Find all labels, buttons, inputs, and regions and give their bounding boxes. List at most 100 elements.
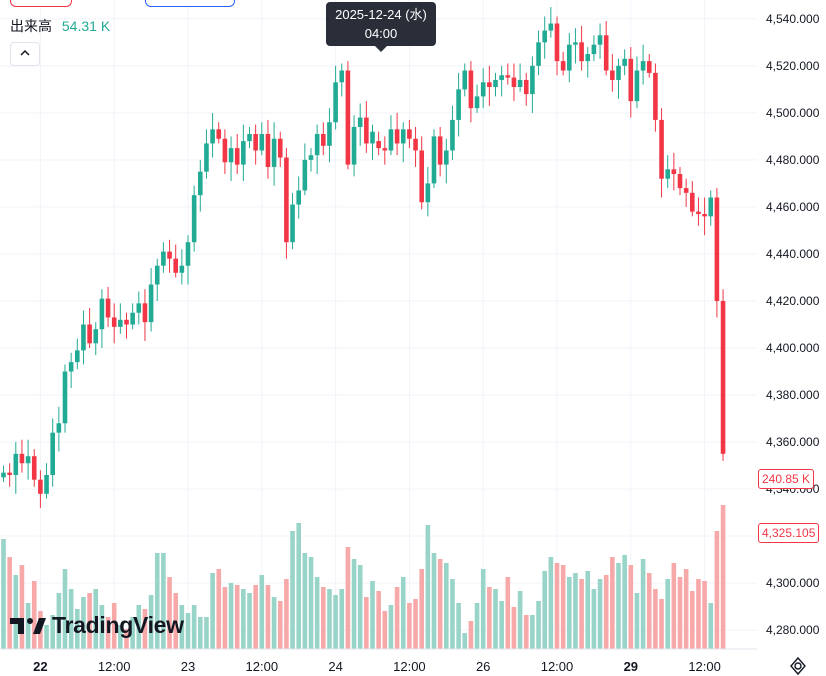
candle-body (548, 23, 554, 31)
price-candles (1, 7, 726, 508)
volume-bar (640, 559, 646, 649)
candle-body (81, 324, 86, 351)
x-tick-label: 23 (181, 659, 195, 673)
volume-bar (702, 581, 707, 649)
candle-body (210, 129, 215, 144)
volume-bar (56, 593, 62, 649)
logo-wordmark: TradingView (52, 612, 184, 638)
volume-bar (327, 589, 332, 649)
candle-body (99, 298, 105, 330)
candle-body (327, 122, 332, 146)
volume-bar (179, 605, 185, 649)
candle-body (597, 35, 603, 45)
volume-bar (376, 591, 381, 649)
volume-bar (567, 577, 572, 649)
volume-bar (364, 597, 369, 649)
volume-bar (444, 563, 449, 649)
price-axis[interactable]: 4,280.0004,300.0004,320.0004,340.0004,36… (766, 12, 820, 637)
candle-body (284, 157, 289, 243)
candle-body (573, 42, 578, 45)
candle-body (314, 134, 320, 156)
y-tick-label: 4,400.000 (766, 341, 820, 355)
candle-body (198, 171, 203, 196)
volume-bar (234, 585, 240, 649)
candle-body (142, 303, 148, 323)
volume-bar (68, 589, 74, 649)
volume-bar (671, 563, 677, 649)
candle-body (591, 44, 597, 55)
volume-value-badge: 240.85 K (758, 469, 815, 489)
candle-body (542, 30, 547, 43)
volume-bar (425, 525, 431, 649)
candle-body (277, 138, 283, 158)
candle-body (7, 472, 12, 475)
volume-bar (210, 573, 215, 649)
volume-bar (634, 593, 640, 649)
candle-body (1, 472, 6, 478)
candle-body (25, 456, 31, 464)
candle-body (370, 131, 375, 144)
candle-body (173, 258, 178, 273)
y-tick-label: 4,280.000 (766, 623, 820, 637)
volume-bar (87, 593, 92, 649)
tradingview-logo-icon (10, 617, 46, 634)
volume-bar (597, 579, 603, 649)
candle-body (388, 129, 394, 151)
volume-bar (130, 617, 135, 649)
candle-body (628, 58, 634, 102)
volume-bar (437, 559, 443, 649)
volume-bar (173, 593, 178, 649)
collapse-legend-button[interactable] (10, 42, 40, 66)
volume-bar (591, 589, 597, 649)
volume-bar (161, 553, 166, 649)
candle-body (228, 148, 234, 163)
candle-body (302, 159, 308, 191)
gear-icon[interactable] (788, 656, 808, 676)
top-tab-stub (10, 0, 72, 7)
candle-body (511, 77, 517, 88)
candle-body (75, 350, 80, 363)
candle-body (450, 119, 455, 151)
candle-body (720, 300, 726, 454)
volume-bar (339, 589, 345, 649)
candle-body (44, 474, 49, 494)
volume-bar (548, 557, 554, 649)
candle-body (474, 96, 480, 109)
tradingview-logo[interactable]: TradingView (10, 612, 184, 639)
volume-bar (628, 565, 634, 649)
candle-body (499, 75, 504, 80)
x-tick-label: 29 (624, 659, 638, 673)
volume-bar (696, 579, 701, 649)
volume-bar (75, 609, 80, 649)
candle-body (437, 136, 443, 165)
volume-bar (450, 579, 455, 649)
volume-bar (431, 553, 437, 649)
volume-bar (247, 593, 252, 649)
volume-bar (653, 589, 658, 649)
candle-body (696, 211, 701, 214)
volume-bar (400, 577, 406, 649)
candle-body (50, 432, 55, 475)
volume-bar (419, 569, 424, 649)
volume-bar (142, 609, 148, 649)
y-tick-label: 4,440.000 (766, 247, 820, 261)
volume-bar (413, 599, 418, 649)
volume-bar (124, 629, 129, 649)
candle-body (87, 324, 92, 344)
x-tick-label: 12:00 (541, 659, 574, 673)
volume-bar (468, 621, 474, 649)
time-axis[interactable]: 22 12:00 23 12:00 24 12:00 26 12:00 29 12:00 (33, 659, 721, 673)
candle-body (271, 138, 277, 167)
volume-bar (708, 603, 714, 649)
volume-bar (474, 603, 480, 649)
volume-bar (487, 587, 492, 649)
volume-legend[interactable]: 出来高 54.31 K (10, 16, 110, 36)
volume-bar (542, 571, 547, 649)
volume-bar (25, 603, 31, 649)
candle-body (530, 65, 535, 95)
volume-bar (105, 617, 111, 649)
candle-body (431, 136, 437, 184)
volume-bar (185, 613, 191, 649)
y-tick-label: 4,520.000 (766, 59, 820, 73)
